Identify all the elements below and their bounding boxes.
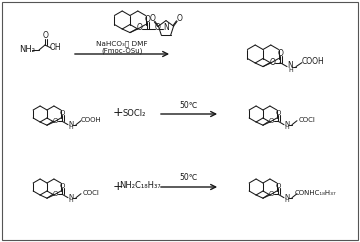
Text: O: O — [145, 15, 150, 24]
Text: O: O — [154, 23, 161, 32]
Text: N: N — [288, 61, 293, 70]
Text: O: O — [269, 191, 274, 197]
Text: H: H — [288, 68, 293, 73]
Text: OH: OH — [49, 44, 61, 53]
Text: O: O — [276, 183, 282, 189]
Text: O: O — [176, 14, 182, 23]
Text: O: O — [278, 49, 284, 58]
Text: O: O — [53, 191, 58, 197]
Text: +: + — [113, 180, 123, 192]
Text: SOCl₂: SOCl₂ — [122, 108, 146, 118]
Text: H: H — [285, 198, 289, 203]
Text: H: H — [285, 125, 289, 130]
Text: O: O — [60, 110, 66, 116]
Text: NH₂C₁₈H₃₇: NH₂C₁₈H₃₇ — [119, 182, 161, 190]
Text: N: N — [68, 121, 74, 127]
Text: H: H — [69, 198, 73, 203]
Text: N: N — [163, 23, 169, 32]
Text: (Fmoc-OSu): (Fmoc-OSu) — [101, 48, 143, 54]
Text: O: O — [150, 14, 156, 23]
Text: O: O — [42, 31, 49, 40]
Text: +: + — [113, 106, 123, 120]
Text: O: O — [53, 118, 58, 124]
Text: 50℃: 50℃ — [180, 100, 198, 109]
Text: 50℃: 50℃ — [180, 174, 198, 182]
Text: COCl: COCl — [82, 190, 99, 196]
Text: O: O — [137, 23, 143, 32]
Text: O: O — [276, 110, 282, 116]
Text: COOH: COOH — [81, 117, 102, 123]
Text: CONHC₁₈H₃₇: CONHC₁₈H₃₇ — [294, 190, 336, 196]
Text: H: H — [69, 125, 73, 130]
Text: N: N — [68, 194, 74, 200]
Text: NH₂: NH₂ — [19, 45, 35, 54]
Text: N: N — [284, 121, 290, 127]
Text: N: N — [284, 194, 290, 200]
Text: COCl: COCl — [298, 117, 315, 123]
Text: O: O — [269, 118, 274, 124]
Text: COOH: COOH — [302, 57, 324, 66]
Text: NaHCO₃， DMF: NaHCO₃， DMF — [96, 41, 148, 47]
Text: O: O — [270, 58, 276, 67]
Text: O: O — [60, 183, 66, 189]
